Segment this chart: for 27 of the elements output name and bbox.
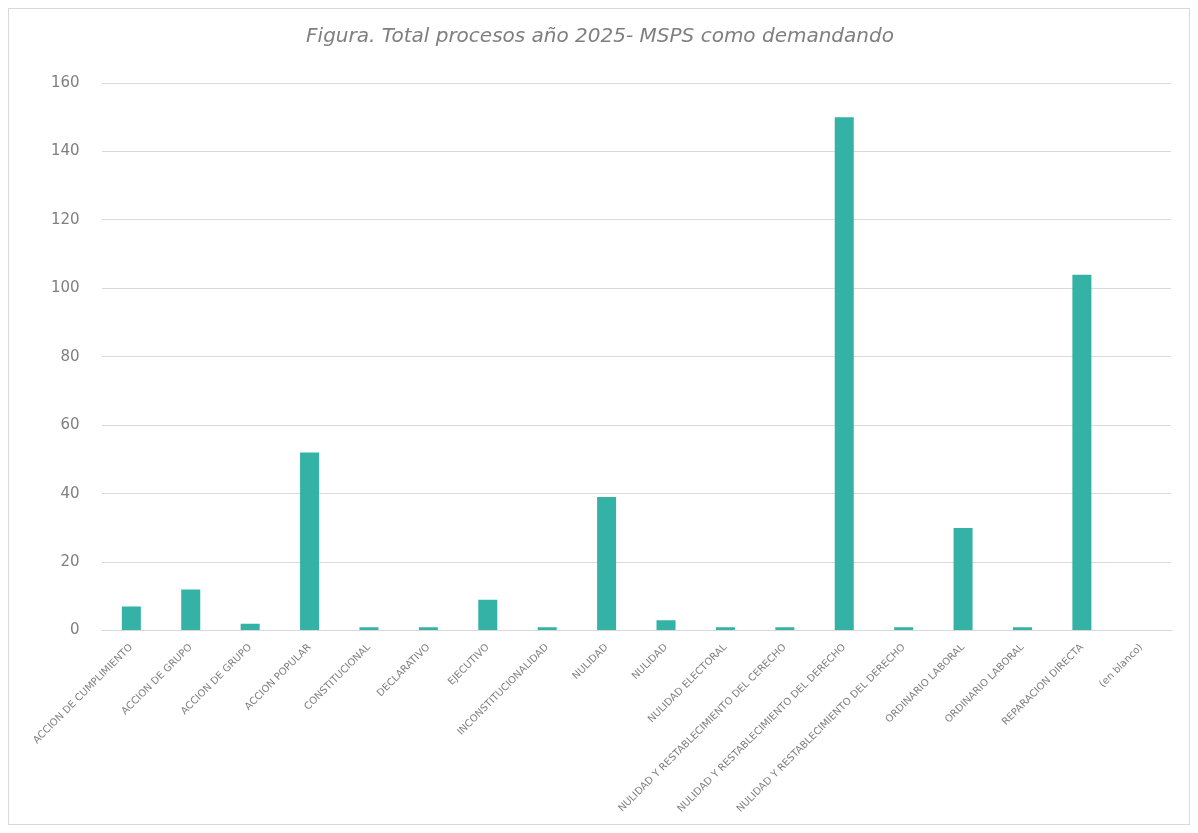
y-tick-label: 20 [60, 552, 80, 571]
y-tick-label: 80 [60, 346, 80, 365]
bar [656, 620, 676, 631]
bar [121, 606, 141, 631]
y-tick-label: 0 [70, 620, 80, 639]
y-tick-label: 160 [50, 72, 80, 91]
y-tick-label: 60 [60, 415, 80, 434]
bar [181, 589, 201, 631]
bar [1012, 627, 1032, 631]
y-tick-label: 100 [50, 278, 80, 297]
y-tick-label: 140 [50, 141, 80, 160]
chart-title: Figura. Total procesos año 2025- MSPS como demandando [306, 23, 894, 48]
bar [597, 497, 617, 631]
bar [715, 627, 735, 631]
bar [894, 627, 914, 631]
bar [1072, 274, 1092, 631]
bar [240, 623, 260, 631]
bar [300, 452, 320, 631]
bar [359, 627, 379, 631]
bar [537, 627, 557, 631]
bar [775, 627, 795, 631]
bar [418, 627, 438, 631]
y-tick-label: 40 [60, 483, 80, 502]
bar [834, 117, 854, 631]
y-tick-label: 120 [50, 209, 80, 228]
bar [478, 599, 498, 631]
bar [953, 527, 973, 631]
